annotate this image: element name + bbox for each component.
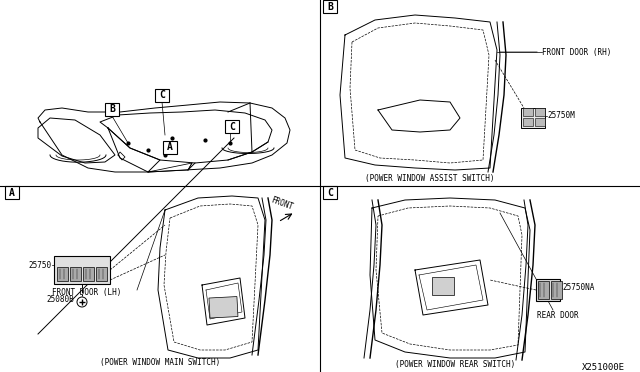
- Text: FRONT DOOR (LH): FRONT DOOR (LH): [52, 288, 122, 296]
- Bar: [5, 186, 19, 199]
- Bar: [209, 296, 238, 318]
- Text: (POWER WINDOW REAR SWITCH): (POWER WINDOW REAR SWITCH): [395, 360, 515, 369]
- Text: (POWER WINDOW MAIN SWITCH): (POWER WINDOW MAIN SWITCH): [100, 359, 220, 368]
- Bar: [225, 120, 239, 133]
- Bar: [536, 279, 560, 301]
- Text: X251000E: X251000E: [582, 363, 625, 372]
- Text: 25750: 25750: [29, 260, 52, 269]
- Text: A: A: [9, 187, 15, 198]
- Bar: [535, 118, 545, 126]
- Text: B: B: [109, 105, 115, 115]
- Bar: [163, 141, 177, 154]
- Text: B: B: [327, 1, 333, 12]
- Bar: [70, 267, 81, 281]
- Bar: [523, 108, 533, 116]
- Bar: [57, 267, 68, 281]
- Bar: [523, 118, 533, 126]
- Text: FRONT DOOR (RH): FRONT DOOR (RH): [542, 48, 611, 57]
- Text: C: C: [229, 122, 235, 131]
- Bar: [155, 89, 169, 102]
- Bar: [538, 281, 549, 299]
- Text: A: A: [167, 142, 173, 153]
- Bar: [83, 267, 94, 281]
- Circle shape: [77, 297, 87, 307]
- Text: (POWER WINDOW ASSIST SWITCH): (POWER WINDOW ASSIST SWITCH): [365, 173, 495, 183]
- Bar: [323, 0, 337, 13]
- Bar: [535, 108, 545, 116]
- Bar: [105, 103, 119, 116]
- Bar: [432, 277, 454, 295]
- Text: 25080B: 25080B: [46, 295, 74, 304]
- Text: 25750NA: 25750NA: [562, 283, 595, 292]
- Bar: [521, 108, 545, 128]
- Bar: [96, 267, 107, 281]
- Bar: [551, 281, 562, 299]
- Text: C: C: [327, 187, 333, 198]
- Bar: [323, 186, 337, 199]
- Text: FRONT: FRONT: [269, 196, 294, 212]
- Bar: [54, 256, 110, 284]
- Text: REAR DOOR: REAR DOOR: [537, 311, 579, 320]
- Text: C: C: [159, 90, 165, 100]
- Text: 25750M: 25750M: [547, 112, 575, 121]
